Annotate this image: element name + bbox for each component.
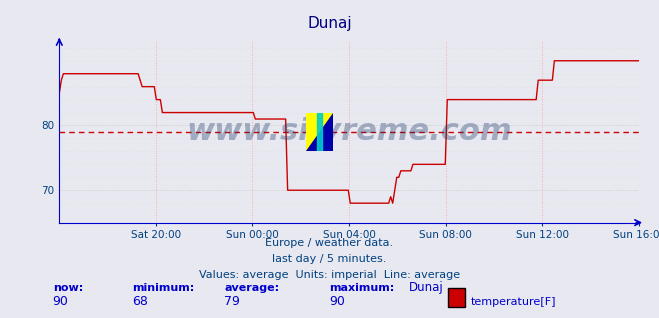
Polygon shape bbox=[317, 113, 322, 151]
Text: 90: 90 bbox=[330, 295, 345, 308]
Text: minimum:: minimum: bbox=[132, 283, 194, 293]
Text: Dunaj: Dunaj bbox=[409, 281, 444, 294]
Text: average:: average: bbox=[224, 283, 279, 293]
Text: Dunaj: Dunaj bbox=[307, 16, 352, 31]
Text: 90: 90 bbox=[53, 295, 69, 308]
Text: last day / 5 minutes.: last day / 5 minutes. bbox=[272, 254, 387, 264]
Text: Europe / weather data.: Europe / weather data. bbox=[266, 238, 393, 248]
Text: 79: 79 bbox=[224, 295, 240, 308]
Text: temperature[F]: temperature[F] bbox=[471, 297, 557, 307]
Text: now:: now: bbox=[53, 283, 83, 293]
Text: www.si-vreme.com: www.si-vreme.com bbox=[186, 117, 512, 147]
Polygon shape bbox=[306, 113, 333, 151]
Polygon shape bbox=[306, 113, 333, 151]
Text: Values: average  Units: imperial  Line: average: Values: average Units: imperial Line: av… bbox=[199, 270, 460, 280]
Text: 68: 68 bbox=[132, 295, 148, 308]
Text: maximum:: maximum: bbox=[330, 283, 395, 293]
